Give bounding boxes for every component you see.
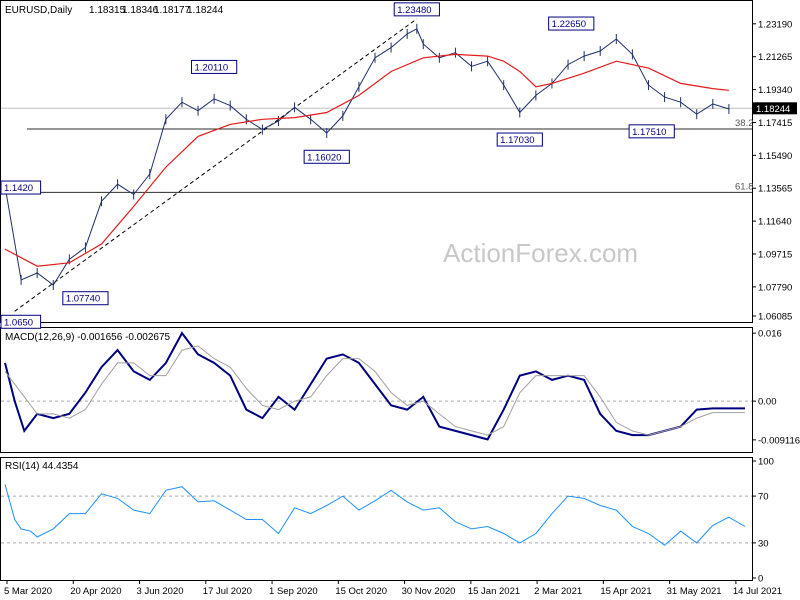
rsi-y-tick-label: 100 <box>758 457 774 468</box>
price-panel <box>0 0 753 323</box>
series-sma55 <box>4 53 729 267</box>
annotation-label: 1.16020 <box>307 152 341 163</box>
rsi-y-tick-label: 0 <box>758 574 763 585</box>
fib-level-label: 38.2 <box>735 118 754 129</box>
annotation-label: 1.23480 <box>397 5 431 16</box>
current-price-box <box>753 102 797 115</box>
x-tick-label: 15 Jan 2021 <box>468 586 520 597</box>
price-open: 1.18315 <box>89 5 126 16</box>
y-tick-label: 1.21265 <box>758 52 792 63</box>
macd-y-tick-label: 0.00 <box>758 397 777 408</box>
annotation-box <box>303 149 350 164</box>
series-macd <box>4 331 745 441</box>
y-tick-label: 1.15490 <box>758 151 792 162</box>
y-tick-label: 1.07790 <box>758 282 792 293</box>
y-tick-label: 1.19340 <box>758 85 792 96</box>
macd-y-tick-label: 0.016 <box>758 329 782 340</box>
y-tick-label: 1.09715 <box>758 249 792 260</box>
annotation-box <box>628 124 675 139</box>
current-price-label: 1.18244 <box>756 104 790 115</box>
macd-title: MACD(12,26,9) -0.001656 -0.002675 <box>5 332 171 343</box>
macd-y-tick-label: -0.009116 <box>758 435 800 446</box>
rsi-panel <box>0 457 753 581</box>
price-high: 1.18346 <box>122 5 159 16</box>
annotation-label: 1.0650 <box>4 317 33 328</box>
x-tick-label: 15 Apr 2021 <box>600 586 651 597</box>
x-tick-label: 31 May 2021 <box>667 586 722 597</box>
x-tick-label: 17 Jul 2020 <box>203 586 252 597</box>
annotation-box <box>496 132 543 147</box>
y-tick-label: 1.11640 <box>758 217 792 228</box>
annotation-box <box>0 314 42 329</box>
y-tick-label: 1.13565 <box>758 184 792 195</box>
y-tick-label: 1.06085 <box>758 311 792 322</box>
x-tick-label: 5 Mar 2020 <box>4 586 52 597</box>
x-tick-label: 14 Jul 2021 <box>733 586 782 597</box>
rsi-y-tick-label: 70 <box>758 492 769 503</box>
annotation-box <box>62 291 109 306</box>
series-rsi <box>4 484 746 546</box>
rsi-y-tick-label: 30 <box>758 538 769 549</box>
price-low: 1.18177 <box>154 5 191 16</box>
x-tick-label: 1 Sep 2020 <box>269 586 318 597</box>
annotation-label: 1.1420 <box>4 183 33 194</box>
x-tick-label: 3 Jun 2020 <box>137 586 184 597</box>
annotation-label: 1.07740 <box>66 294 100 305</box>
x-tick-label: 2 Mar 2021 <box>534 586 582 597</box>
annotation-box <box>548 16 595 31</box>
watermark: ActionForex.com <box>443 238 638 268</box>
macd-panel <box>0 327 753 453</box>
x-tick-label: 30 Nov 2020 <box>402 586 456 597</box>
annotation-label: 1.20110 <box>195 62 229 73</box>
rsi-title: RSI(14) 44.4354 <box>5 461 79 472</box>
y-tick-label: 1.23190 <box>758 19 792 30</box>
trendline <box>14 18 418 312</box>
fib-level-label: 61.8 <box>735 181 754 192</box>
price-title: EURUSD,Daily <box>5 5 72 16</box>
price-close: 1.18244 <box>187 5 224 16</box>
annotation-box <box>191 59 238 74</box>
annotation-box <box>393 2 440 17</box>
y-tick-label: 1.17415 <box>758 118 792 129</box>
x-tick-label: 20 Apr 2020 <box>70 586 121 597</box>
annotation-box <box>0 180 42 195</box>
annotation-label: 1.22650 <box>552 19 586 30</box>
annotation-label: 1.17030 <box>500 135 534 146</box>
x-tick-label: 15 Oct 2020 <box>335 586 387 597</box>
series-signal <box>4 345 745 436</box>
annotation-label: 1.17510 <box>632 127 666 138</box>
